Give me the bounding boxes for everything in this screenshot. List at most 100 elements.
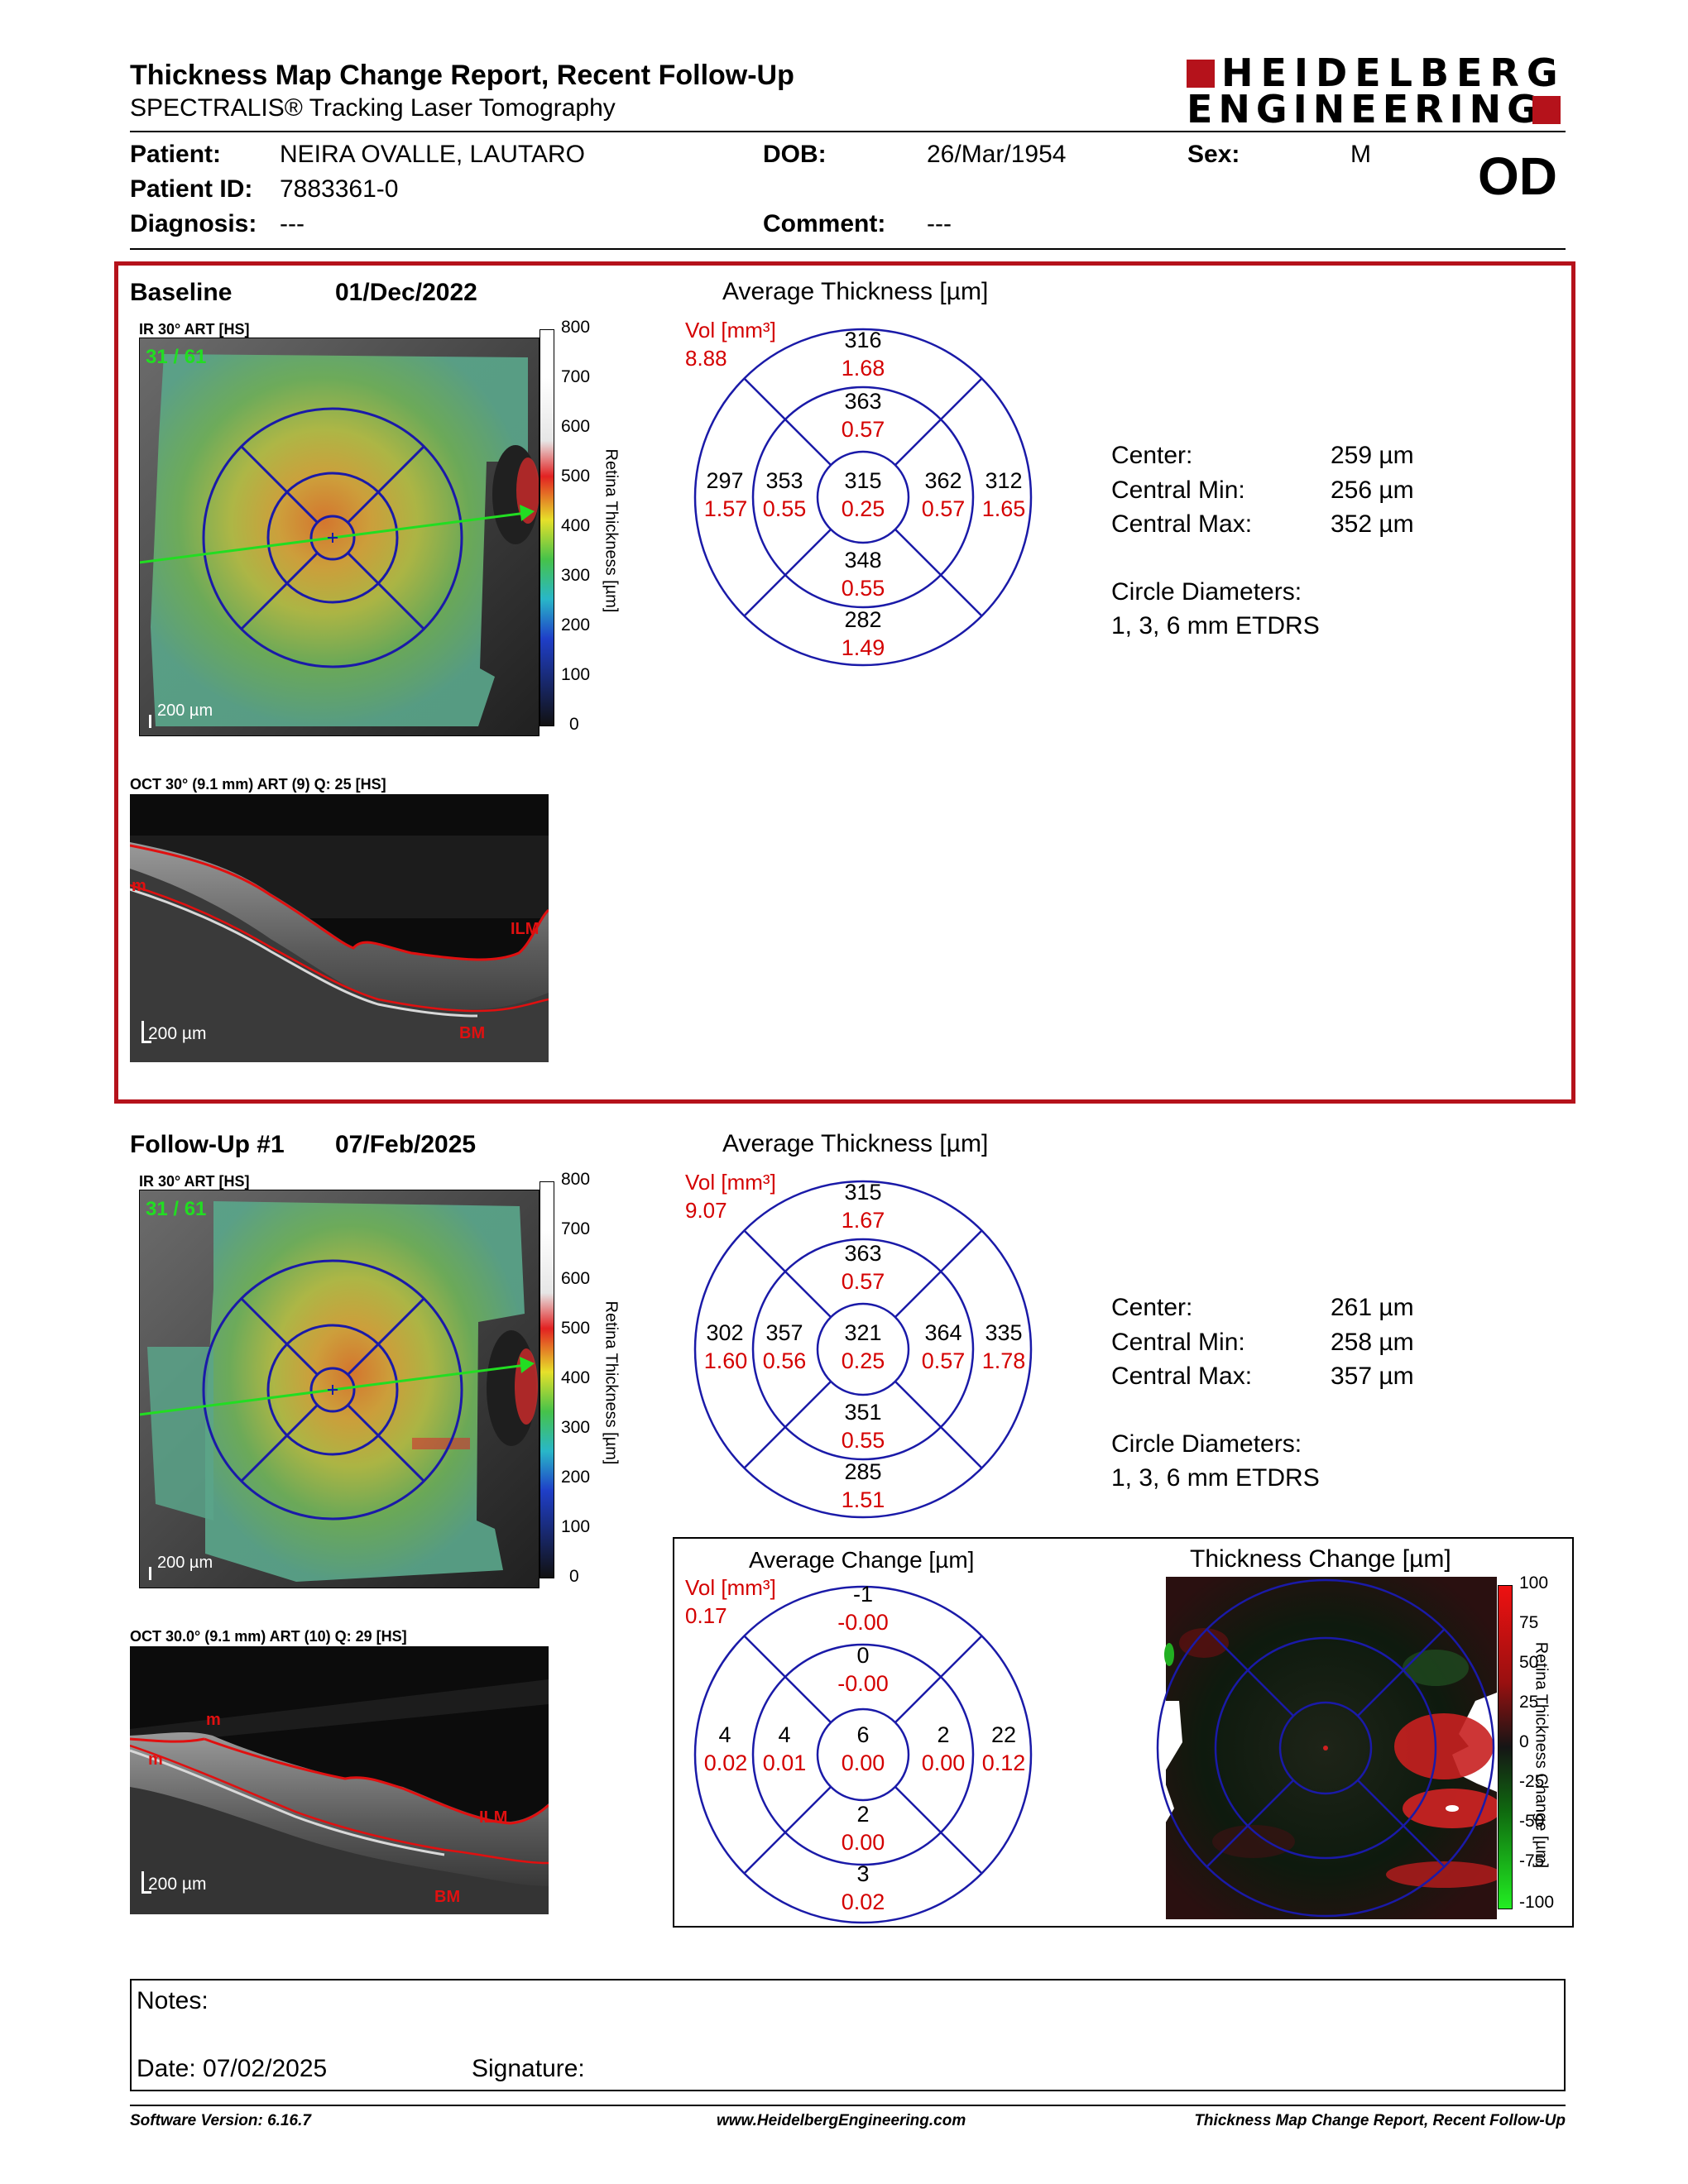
grid-outer-left-vol: 1.57 <box>703 496 748 521</box>
followup-thickness-map: 31 / 61 200 µm <box>138 1189 540 1589</box>
change-avg-title: Average Change [µm] <box>749 1547 975 1573</box>
logo-square-top <box>1187 60 1215 88</box>
grid-inner-left-vol: 0.01 <box>762 1751 807 1775</box>
grid-inner-bottom: 2 <box>856 1802 870 1827</box>
colorbar-tick: 0 <box>569 715 579 734</box>
followup-oct-scan: m m ILM BM 200 µm <box>130 1646 549 1914</box>
grid-outer-left-vol: 0.02 <box>703 1751 748 1775</box>
grid-inner-top: 0 <box>856 1643 870 1668</box>
patient-id-label: Patient ID: <box>130 175 253 203</box>
colorbar-tick: -75 <box>1519 1851 1545 1870</box>
followup-date: 07/Feb/2025 <box>335 1131 477 1158</box>
grid-outer-left: 4 <box>718 1722 731 1747</box>
baseline-oct-scan: m ILM BM 200 µm <box>130 794 549 1062</box>
colorbar-tick: 25 <box>1519 1693 1539 1712</box>
header-rule <box>130 131 1566 132</box>
grid-center: 321 <box>844 1320 882 1345</box>
grid-outer-top-vol: -0.00 <box>837 1610 889 1635</box>
colorbar-tick: 800 <box>561 1170 591 1189</box>
grid-inner-left: 4 <box>778 1722 791 1747</box>
grid-center-vol: 0.25 <box>841 1348 885 1373</box>
followup-vol-value: 9.07 <box>685 1198 727 1223</box>
grid-outer-bottom: 285 <box>844 1459 882 1484</box>
grid-outer-left: 297 <box>706 468 744 493</box>
followup-min-value: 258 µm <box>1331 1329 1414 1356</box>
grid-outer-left-vol: 1.60 <box>703 1348 748 1373</box>
grid-inner-left: 357 <box>765 1320 803 1345</box>
followup-diam-label: Circle Diameters: <box>1111 1430 1302 1458</box>
colorbar-tick: -25 <box>1519 1772 1545 1791</box>
baseline-colorbar-title: Retina Thickness [µm] <box>602 448 621 613</box>
followup-oct-label: OCT 30.0° (9.1 mm) ART (10) Q: 29 [HS] <box>130 1628 407 1645</box>
grid-inner-right-vol: 0.57 <box>921 1348 966 1373</box>
followup-diam-value: 1, 3, 6 mm ETDRS <box>1111 1464 1320 1492</box>
change-etdrs-grid <box>693 1585 1033 1924</box>
baseline-thickness-map: 31 / 61 200 µm <box>138 337 540 737</box>
baseline-oct-m-label: m <box>132 877 146 895</box>
colorbar-tick: 50 <box>1519 1653 1539 1672</box>
followup-scale-bar <box>149 1567 151 1580</box>
baseline-max-value: 352 µm <box>1331 510 1414 538</box>
notes-label: Notes: <box>137 1987 209 2014</box>
followup-colorbar-ticks: 800 700 600 500 400 300 200 100 0 <box>561 1170 594 1586</box>
dob-value: 26/Mar/1954 <box>927 141 1067 168</box>
followup-max-label: Central Max: <box>1111 1363 1253 1390</box>
followup-colorbar-title: Retina Thickness [µm] <box>602 1300 621 1465</box>
footer-report-name: Thickness Map Change Report, Recent Foll… <box>1194 2112 1566 2129</box>
baseline-etdrs-grid <box>693 328 1033 667</box>
followup-etdrs-grid <box>693 1180 1033 1519</box>
diagnosis-label: Diagnosis: <box>130 210 257 237</box>
baseline-scale-bar <box>149 715 151 728</box>
baseline-colorbar-ticks: 800 700 600 500 400 300 200 100 0 <box>561 318 594 734</box>
change-colorbar-title: Retina Thickness Change [µm] <box>1532 1641 1551 1869</box>
grid-outer-right: 335 <box>985 1320 1023 1345</box>
grid-outer-left: 302 <box>706 1320 744 1345</box>
notes-box[interactable] <box>130 1979 1566 2091</box>
colorbar-tick: 400 <box>561 1368 591 1387</box>
followup-oct-m-label-1: m <box>206 1711 221 1729</box>
colorbar-tick: 100 <box>561 665 591 684</box>
patient-rule <box>130 248 1566 250</box>
baseline-oct-scale-label: 200 µm <box>148 1024 207 1043</box>
grid-outer-bottom-vol: 1.51 <box>841 1487 885 1512</box>
baseline-oct-ilm-label: ILM <box>511 920 539 938</box>
colorbar-tick: -50 <box>1519 1812 1545 1831</box>
grid-outer-top-vol: 1.68 <box>841 356 885 381</box>
colorbar-tick: -100 <box>1519 1893 1555 1912</box>
grid-inner-left-vol: 0.55 <box>762 496 807 521</box>
change-colorbar <box>1498 1585 1513 1909</box>
change-colorbar-ticks: 100 75 50 25 0 -25 -50 -75 -100 <box>1519 1573 1569 1921</box>
baseline-center-label: Center: <box>1111 442 1193 469</box>
baseline-oct-bm-label: BM <box>459 1024 486 1042</box>
grid-center-vol: 0.00 <box>841 1751 885 1775</box>
report-title: Thickness Map Change Report, Recent Foll… <box>130 60 794 91</box>
change-vol-value: 0.17 <box>685 1603 727 1628</box>
logo-line-1: HEIDELBERG <box>1221 50 1566 95</box>
grid-outer-right: 312 <box>985 468 1023 493</box>
grid-outer-top-vol: 1.67 <box>841 1208 885 1233</box>
grid-inner-bottom: 348 <box>844 548 882 572</box>
colorbar-tick: 200 <box>561 1468 591 1487</box>
baseline-oct-scale-bar-h <box>141 1041 151 1043</box>
colorbar-tick: 75 <box>1519 1613 1539 1632</box>
followup-oct-m-label-2: m <box>148 1751 163 1769</box>
baseline-diam-label: Circle Diameters: <box>1111 578 1302 606</box>
baseline-oct-label: OCT 30° (9.1 mm) ART (9) Q: 25 [HS] <box>130 776 386 793</box>
colorbar-tick: 200 <box>561 615 591 635</box>
notes-date: Date: 07/02/2025 <box>137 2055 328 2082</box>
grid-outer-right-vol: 1.65 <box>981 496 1026 521</box>
baseline-oct-scale-bar <box>141 1021 144 1042</box>
grid-inner-left: 353 <box>765 468 803 493</box>
grid-outer-right-vol: 1.78 <box>981 1348 1026 1373</box>
grid-inner-bottom-vol: 0.55 <box>841 1428 885 1453</box>
footer-website[interactable]: www.HeidelbergEngineering.com <box>717 2112 966 2129</box>
grid-inner-bottom-vol: 0.55 <box>841 576 885 601</box>
logo-square-bottom <box>1532 96 1561 124</box>
grid-inner-left-vol: 0.56 <box>762 1348 807 1373</box>
grid-inner-right: 362 <box>924 468 962 493</box>
grid-center: 315 <box>844 468 882 493</box>
colorbar-tick: 600 <box>561 417 591 436</box>
grid-inner-top-vol: 0.57 <box>841 417 885 442</box>
signature-label: Signature: <box>472 2055 585 2082</box>
baseline-title: Baseline <box>130 279 233 306</box>
